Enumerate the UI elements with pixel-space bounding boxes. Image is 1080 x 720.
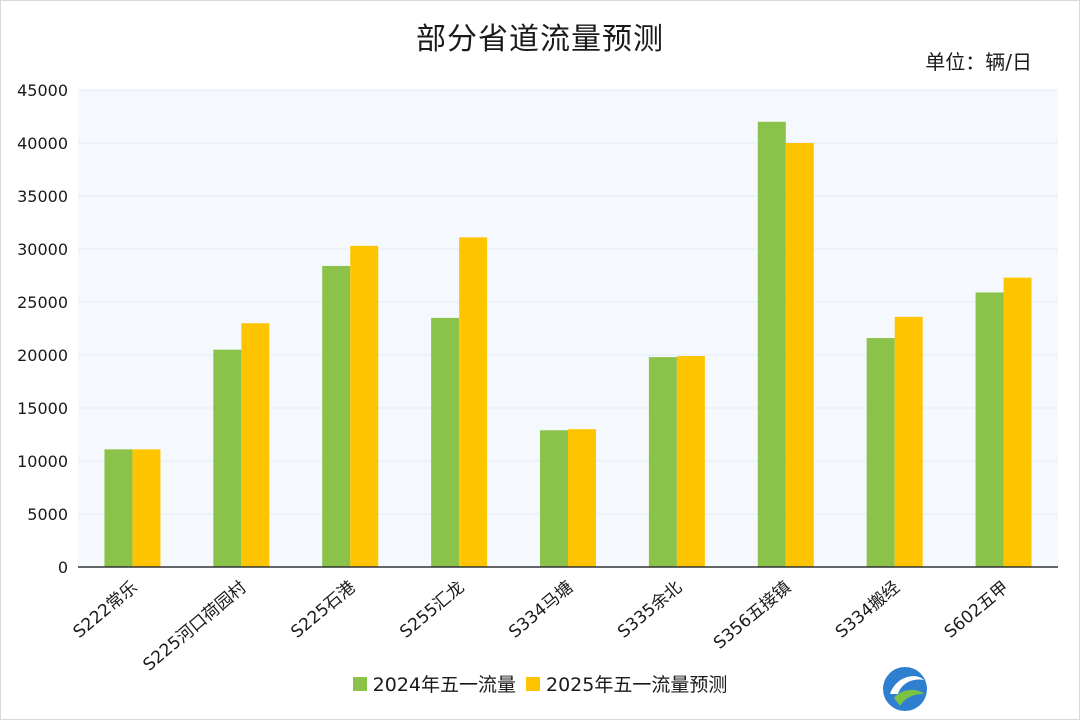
y-tick-label-6: 30000 [17, 240, 68, 259]
legend-item-2024[interactable]: 2024年五一流量 [352, 670, 516, 697]
bar-2025-2 [350, 245, 379, 567]
bar-2025-1 [241, 323, 270, 567]
bar-2025-3 [459, 237, 488, 567]
y-tick-label-0: 0 [58, 558, 68, 577]
legend-label-2025: 2025年五一流量预测 [546, 674, 728, 696]
watermark-logo-icon [883, 667, 927, 711]
y-tick-label-5: 25000 [17, 293, 68, 312]
y-tick-label-3: 15000 [17, 399, 68, 418]
legend: 2024年五一流量 2025年五一流量预测 [0, 670, 1080, 697]
legend-swatch-2025 [526, 676, 540, 691]
bar-2024-3 [431, 317, 460, 567]
x-tick-label-8: S602五甲 [941, 578, 1013, 643]
bar-2025-4 [568, 429, 596, 567]
unit-label: 单位：辆/日 [925, 50, 1032, 74]
y-tick-label-7: 35000 [17, 187, 68, 206]
x-tick-label-0: S222常乐 [70, 578, 142, 643]
bar-2024-4 [540, 430, 568, 567]
bar-2024-0 [104, 449, 133, 567]
bar-2024-1 [213, 349, 242, 567]
bar-2025-8 [1003, 277, 1032, 567]
y-tick-label-4: 20000 [17, 346, 68, 365]
chart-title: 部分省道流量预测 [416, 22, 664, 57]
x-tick-label-1: S225河口荷园村 [139, 578, 250, 676]
bar-2025-5 [676, 356, 705, 567]
x-tick-label-4: S334马塘 [505, 578, 577, 643]
bar-2024-5 [648, 357, 677, 567]
x-tick-label-7: S334搬经 [832, 578, 904, 643]
y-tick-label-9: 45000 [17, 81, 68, 100]
legend-swatch-2024 [352, 676, 367, 691]
y-tick-label-1: 5000 [27, 505, 68, 524]
bar-2024-6 [757, 121, 786, 568]
bar-2024-8 [975, 292, 1004, 567]
x-tick-label-3: S255汇龙 [396, 578, 468, 643]
bar-2024-7 [866, 338, 895, 567]
x-tick-label-6: S356五接镇 [710, 578, 795, 654]
bar-2025-7 [894, 316, 923, 567]
y-tick-label-8: 40000 [17, 134, 68, 153]
bar-2025-6 [785, 143, 814, 567]
bar-2025-0 [132, 449, 161, 567]
y-tick-label-2: 10000 [17, 452, 68, 471]
legend-item-2025[interactable]: 2025年五一流量预测 [526, 670, 727, 697]
bar-2024-2 [322, 265, 351, 567]
legend-label-2024: 2024年五一流量 [372, 674, 516, 696]
x-tick-label-2: S225石港 [287, 578, 359, 643]
x-tick-label-5: S335余北 [614, 578, 686, 643]
